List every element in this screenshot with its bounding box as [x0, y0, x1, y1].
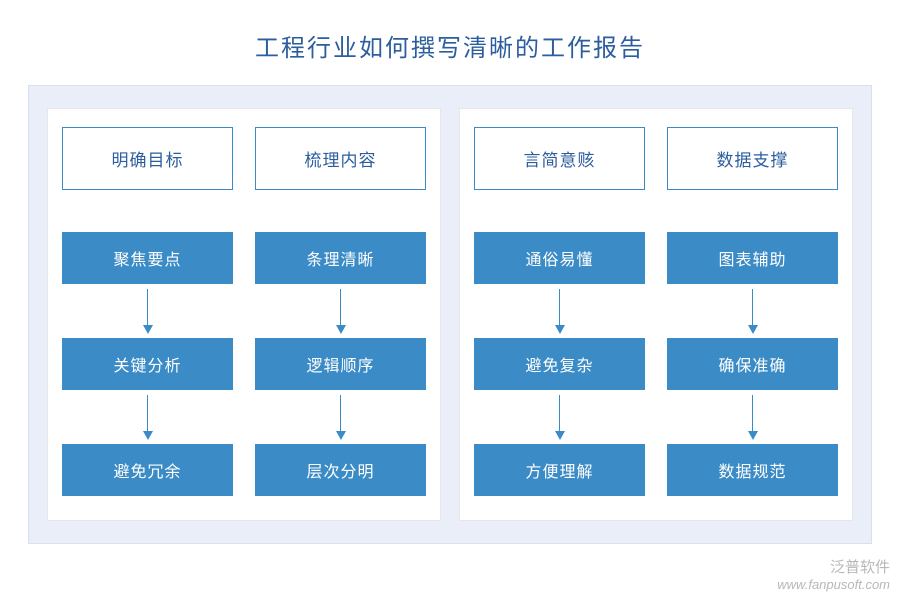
- flow-column: 梳理内容条理清晰逻辑顺序层次分明: [255, 127, 426, 496]
- outer-panel: 明确目标聚焦要点关键分析避免冗余梳理内容条理清晰逻辑顺序层次分明言简意赅通俗易懂…: [28, 85, 872, 544]
- step-box: 条理清晰: [255, 232, 426, 284]
- down-arrow-icon: [336, 284, 346, 338]
- column-row: 明确目标聚焦要点关键分析避免冗余梳理内容条理清晰逻辑顺序层次分明: [62, 127, 426, 496]
- step-box: 避免冗余: [62, 444, 233, 496]
- step-box: 层次分明: [255, 444, 426, 496]
- watermark-url: www.fanpusoft.com: [777, 577, 890, 594]
- down-arrow-icon: [748, 284, 758, 338]
- step-box: 方便理解: [474, 444, 645, 496]
- column-head: 明确目标: [62, 127, 233, 190]
- watermark: 泛普软件 www.fanpusoft.com: [777, 558, 890, 594]
- step-box: 避免复杂: [474, 338, 645, 390]
- column-row: 言简意赅通俗易懂避免复杂方便理解数据支撑图表辅助确保准确数据规范: [474, 127, 838, 496]
- step-box: 确保准确: [667, 338, 838, 390]
- page-title: 工程行业如何撰写清晰的工作报告: [0, 0, 900, 85]
- down-arrow-icon: [143, 284, 153, 338]
- group-panel: 言简意赅通俗易懂避免复杂方便理解数据支撑图表辅助确保准确数据规范: [459, 108, 853, 521]
- group-panel: 明确目标聚焦要点关键分析避免冗余梳理内容条理清晰逻辑顺序层次分明: [47, 108, 441, 521]
- step-box: 图表辅助: [667, 232, 838, 284]
- down-arrow-icon: [748, 390, 758, 444]
- step-box: 通俗易懂: [474, 232, 645, 284]
- down-arrow-icon: [555, 390, 565, 444]
- flow-column: 数据支撑图表辅助确保准确数据规范: [667, 127, 838, 496]
- step-box: 逻辑顺序: [255, 338, 426, 390]
- step-box: 数据规范: [667, 444, 838, 496]
- flow-column: 明确目标聚焦要点关键分析避免冗余: [62, 127, 233, 496]
- down-arrow-icon: [336, 390, 346, 444]
- watermark-brand: 泛普软件: [777, 558, 890, 578]
- column-head: 梳理内容: [255, 127, 426, 190]
- step-box: 聚焦要点: [62, 232, 233, 284]
- column-head: 言简意赅: [474, 127, 645, 190]
- step-box: 关键分析: [62, 338, 233, 390]
- down-arrow-icon: [143, 390, 153, 444]
- column-head: 数据支撑: [667, 127, 838, 190]
- down-arrow-icon: [555, 284, 565, 338]
- flow-column: 言简意赅通俗易懂避免复杂方便理解: [474, 127, 645, 496]
